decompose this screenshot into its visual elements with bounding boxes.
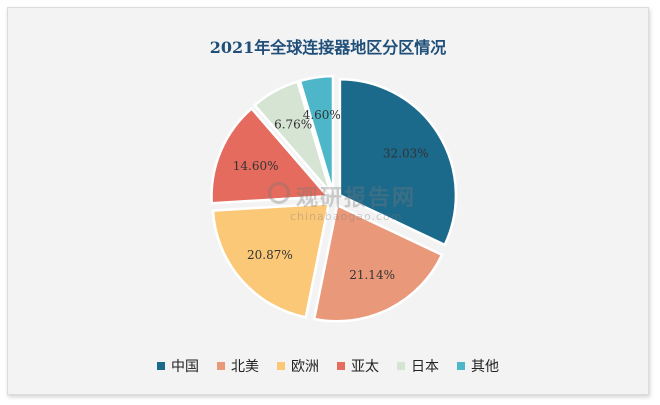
legend-label: 日本 [411,359,439,375]
watermark-text-en: chinabaogao.com [290,210,403,223]
legend-label: 其他 [471,359,499,375]
slice-label-1: 21.14% [349,268,395,282]
slice-label-0: 32.03% [383,147,429,161]
watermark-text-cn: 观研报告网 [296,186,417,211]
legend-swatch-icon [277,362,285,370]
chart-frame: 2021年全球连接器地区分区情况 32.03% 21.14% 20.87% 14.60… [7,7,649,395]
pie-chart: 32.03% 21.14% 20.87% 14.60% 6.76%4.60% [210,74,458,323]
legend-swatch-icon [397,362,405,370]
chart-title: 2021年全球连接器地区分区情况 [209,38,447,57]
legend-item-2: 欧洲 [277,356,319,376]
pie-slice-1 [312,203,444,323]
legend-label: 亚太 [351,359,379,375]
legend-item-4: 日本 [397,356,439,376]
watermark: 观研报告网 chinabaogao.com [268,180,416,223]
pie-slice-0 [338,78,458,247]
slice-label-2: 20.87% [247,248,293,262]
chart-legend: 中国 北美 欧洲 亚太 日本 其他 [8,356,648,376]
legend-label: 北美 [231,359,259,375]
legend-swatch-icon [157,362,165,370]
slice-label-3: 14.60% [233,159,279,173]
slice-label-5: 4.60% [303,108,341,122]
pie-slice-2 [211,202,331,319]
legend-item-5: 其他 [457,356,499,376]
pie-slice-4 [252,80,332,194]
legend-swatch-icon [217,362,225,370]
legend-item-0: 中国 [157,356,199,376]
legend-label: 欧洲 [291,359,319,375]
watermark-logo-icon [268,182,290,204]
legend-swatch-icon [457,362,465,370]
pie-slice-5 [298,74,335,193]
legend-swatch-icon [337,362,345,370]
legend-item-1: 北美 [217,356,259,376]
legend-item-3: 亚太 [337,356,379,376]
slice-label-4: 6.76% [274,117,312,131]
legend-label: 中国 [171,359,199,375]
pie-slice-3 [210,106,331,205]
